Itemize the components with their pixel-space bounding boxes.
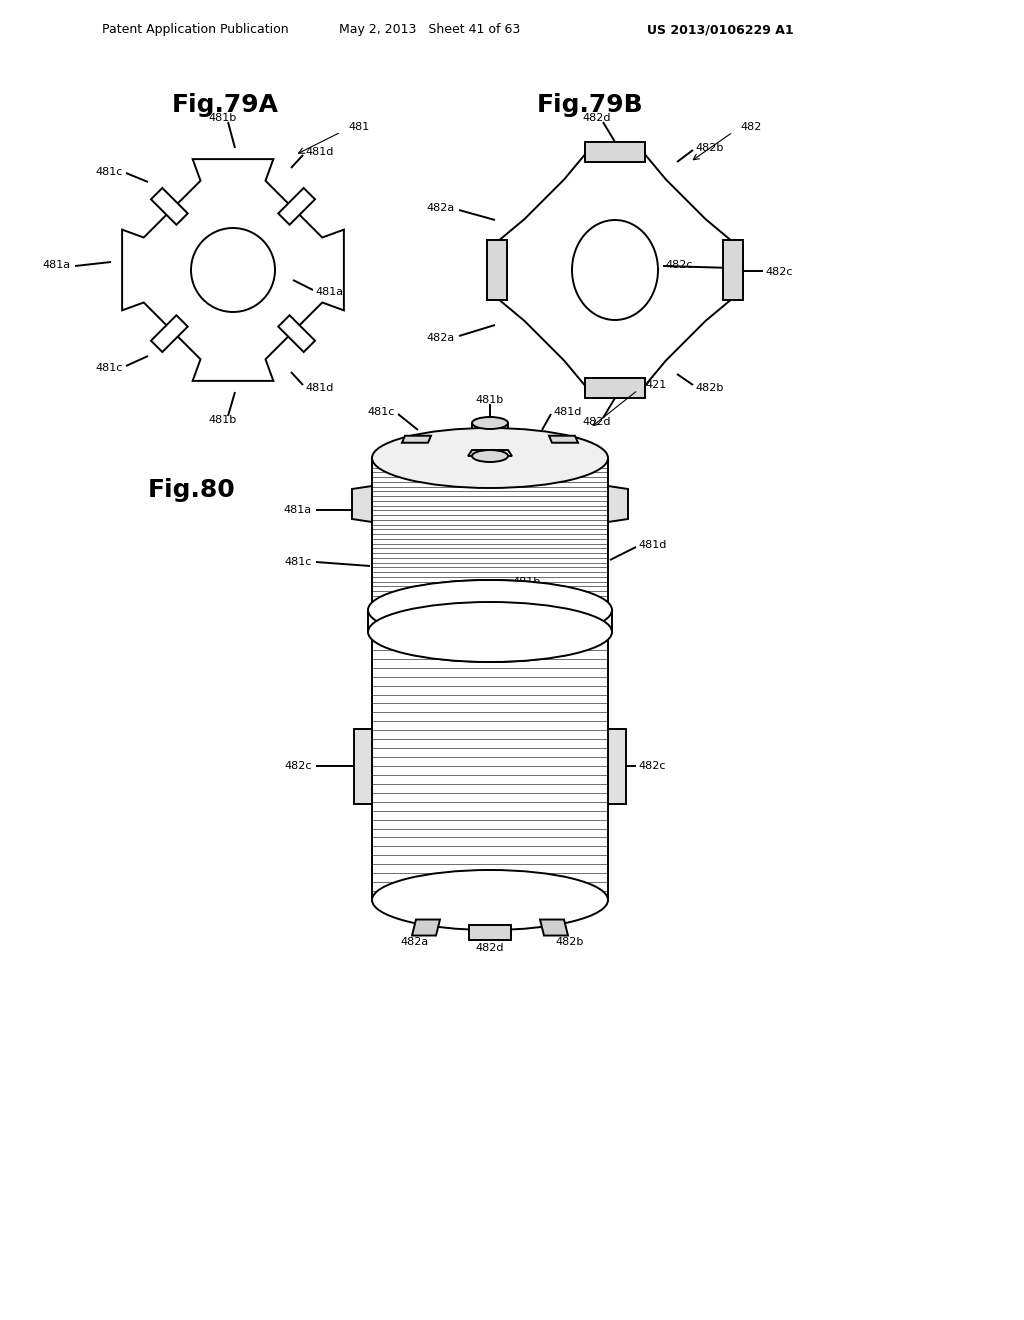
Circle shape: [191, 228, 275, 312]
Polygon shape: [608, 729, 626, 804]
Polygon shape: [469, 925, 511, 940]
Polygon shape: [723, 240, 743, 300]
Text: 482b: 482b: [695, 143, 723, 153]
Polygon shape: [352, 486, 372, 521]
Polygon shape: [354, 729, 372, 804]
Polygon shape: [585, 143, 645, 162]
Text: 481: 481: [348, 121, 370, 132]
Text: 482: 482: [740, 121, 762, 132]
Text: 481b: 481b: [512, 577, 541, 587]
Polygon shape: [151, 315, 187, 352]
Polygon shape: [549, 436, 578, 442]
Polygon shape: [122, 160, 344, 381]
Polygon shape: [279, 187, 315, 224]
Text: Fig.79A: Fig.79A: [171, 92, 279, 117]
Text: 481d: 481d: [638, 540, 667, 550]
Text: 482d: 482d: [476, 942, 504, 953]
Ellipse shape: [572, 220, 658, 319]
Text: 481b: 481b: [209, 114, 238, 123]
Text: Fig.80: Fig.80: [148, 478, 236, 502]
Ellipse shape: [368, 602, 612, 663]
Text: 482c: 482c: [765, 267, 793, 277]
Text: 481a: 481a: [315, 286, 343, 297]
Text: 482b: 482b: [695, 383, 723, 393]
Text: 482c: 482c: [665, 260, 692, 271]
Text: 482a: 482a: [400, 937, 429, 946]
Text: 481c: 481c: [95, 168, 123, 177]
Polygon shape: [468, 450, 512, 455]
Text: 481d: 481d: [553, 407, 582, 417]
Text: 482d: 482d: [583, 114, 611, 123]
Text: May 2, 2013   Sheet 41 of 63: May 2, 2013 Sheet 41 of 63: [339, 24, 520, 37]
Ellipse shape: [372, 579, 608, 640]
Polygon shape: [279, 315, 315, 352]
Text: 481c: 481c: [95, 363, 123, 374]
Text: 482d: 482d: [583, 417, 611, 426]
Polygon shape: [497, 152, 733, 388]
Ellipse shape: [472, 417, 508, 429]
Text: 481d: 481d: [305, 383, 334, 393]
Text: 482a: 482a: [427, 333, 455, 343]
Text: 422: 422: [535, 441, 556, 451]
Text: Patent Application Publication: Patent Application Publication: [101, 24, 289, 37]
Polygon shape: [412, 920, 440, 936]
Text: 482b: 482b: [556, 937, 584, 946]
Polygon shape: [151, 187, 187, 224]
Text: 481b: 481b: [476, 395, 504, 405]
Polygon shape: [487, 240, 507, 300]
Text: Fig.79B: Fig.79B: [537, 92, 643, 117]
Text: 482c: 482c: [285, 762, 312, 771]
Text: 481a: 481a: [284, 506, 312, 515]
Ellipse shape: [372, 870, 608, 931]
Polygon shape: [402, 436, 431, 442]
Polygon shape: [540, 920, 568, 936]
Ellipse shape: [372, 428, 608, 488]
Ellipse shape: [372, 602, 608, 663]
Text: 481a: 481a: [43, 260, 71, 271]
Ellipse shape: [472, 450, 508, 462]
Ellipse shape: [368, 579, 612, 640]
Text: 481c: 481c: [285, 557, 312, 568]
Text: 482a: 482a: [427, 203, 455, 213]
Polygon shape: [608, 486, 628, 521]
Polygon shape: [585, 378, 645, 399]
Text: 481b: 481b: [209, 414, 238, 425]
Text: 421: 421: [645, 380, 667, 389]
Text: US 2013/0106229 A1: US 2013/0106229 A1: [647, 24, 794, 37]
Text: 482c: 482c: [638, 762, 666, 771]
Text: 481d: 481d: [305, 147, 334, 157]
Text: 481c: 481c: [368, 407, 395, 417]
